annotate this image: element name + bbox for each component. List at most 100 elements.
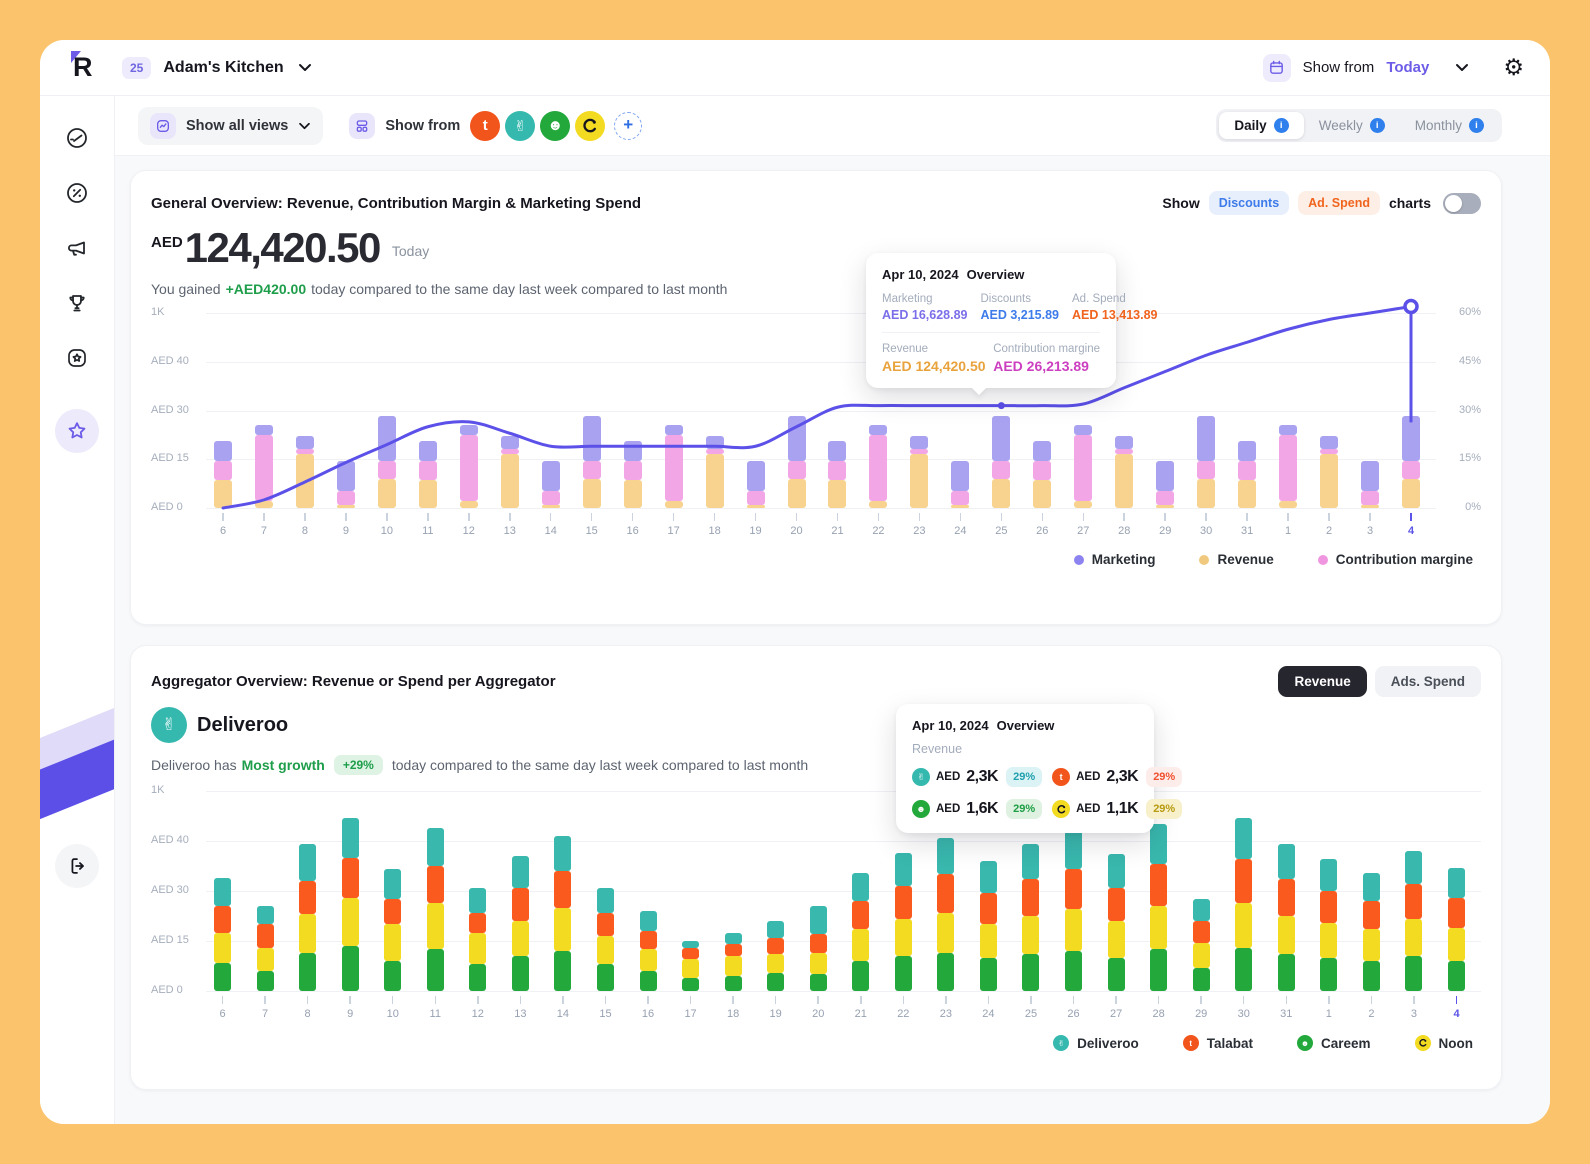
bar-stack[interactable]: [541, 461, 560, 508]
bar-stack[interactable]: [256, 906, 274, 991]
bar-stack[interactable]: [214, 441, 232, 508]
bar-stack[interactable]: [511, 856, 529, 991]
bar-stack[interactable]: [910, 435, 929, 508]
bar-stack[interactable]: [299, 844, 317, 991]
bar-segment: [511, 956, 529, 991]
bar-stack[interactable]: [705, 435, 724, 508]
bar-stack[interactable]: [746, 461, 765, 508]
bar-stack[interactable]: [639, 911, 657, 991]
bar-stack[interactable]: [418, 441, 437, 508]
bar-stack[interactable]: [869, 424, 888, 508]
show-from-range[interactable]: Today: [1386, 59, 1430, 76]
bar-stack[interactable]: [500, 435, 519, 508]
bar-stack[interactable]: [1361, 461, 1380, 508]
sidebar-item-favorites-active[interactable]: [55, 409, 99, 453]
bar-stack[interactable]: [1115, 435, 1134, 508]
bar-stack[interactable]: [664, 424, 683, 508]
bar-stack[interactable]: [459, 424, 478, 508]
logout-button[interactable]: [55, 844, 99, 888]
talabat-filter-icon[interactable]: t: [470, 110, 501, 141]
bar-stack[interactable]: [1362, 872, 1380, 991]
sidebar-item-rewards[interactable]: [65, 346, 89, 370]
sidebar-item-dashboard[interactable]: [65, 126, 89, 150]
bar-segment: [992, 479, 1011, 508]
app-logo[interactable]: R: [70, 51, 104, 81]
show-all-views-dropdown[interactable]: Show all views: [138, 106, 324, 145]
ads-spend-button[interactable]: Ads. Spend: [1374, 666, 1481, 697]
weekly-info-icon[interactable]: [1369, 118, 1385, 133]
bar-stack[interactable]: [623, 441, 642, 508]
bar-stack[interactable]: [979, 861, 997, 991]
bar-stack[interactable]: [1277, 844, 1295, 991]
charts-toggle[interactable]: [1443, 192, 1481, 214]
bar-stack[interactable]: [377, 416, 396, 508]
settings-gear-icon[interactable]: ⚙: [1503, 54, 1524, 80]
bar-stack[interactable]: [1448, 867, 1465, 991]
bar-stack[interactable]: [336, 461, 355, 508]
careem-filter-icon[interactable]: ☻: [540, 110, 571, 141]
bar-stack[interactable]: [469, 887, 487, 991]
bar-stack[interactable]: [1197, 416, 1216, 508]
views-chevron-down-icon: [299, 122, 311, 129]
discounts-pill[interactable]: Discounts: [1208, 191, 1290, 215]
bar-stack[interactable]: [828, 441, 847, 508]
bar-segment: [1065, 909, 1083, 952]
bar-stack[interactable]: [341, 817, 359, 991]
bar-stack[interactable]: [295, 435, 314, 508]
bar-stack[interactable]: [596, 887, 614, 991]
tab-monthly[interactable]: Monthly: [1400, 112, 1499, 139]
bar-stack[interactable]: [1235, 817, 1253, 991]
bar-stack[interactable]: [554, 836, 572, 991]
bar-stack[interactable]: [787, 416, 806, 508]
adspend-pill[interactable]: Ad. Spend: [1298, 191, 1380, 215]
bar-stack[interactable]: [1279, 424, 1298, 508]
bar-segment: [852, 872, 870, 902]
daily-info-icon[interactable]: [1273, 118, 1289, 133]
bar-stack[interactable]: [1192, 899, 1210, 991]
bar-stack[interactable]: [1065, 831, 1083, 991]
bar-stack[interactable]: [724, 932, 742, 991]
revenue-button[interactable]: Revenue: [1278, 666, 1367, 697]
bar-stack[interactable]: [937, 837, 955, 991]
bar-segment: [828, 441, 847, 462]
x-axis-label: 26: [1067, 1008, 1080, 1020]
bar-stack[interactable]: [254, 424, 273, 508]
bar-stack[interactable]: [1402, 416, 1420, 508]
bar-stack[interactable]: [992, 416, 1011, 508]
sidebar-item-discounts[interactable]: [65, 181, 89, 205]
bar-stack[interactable]: [951, 461, 970, 508]
bar-stack[interactable]: [1156, 461, 1175, 508]
bar-stack[interactable]: [1320, 435, 1339, 508]
range-chevron-down-icon[interactable]: [1455, 63, 1469, 72]
add-aggregator-button[interactable]: [614, 111, 643, 140]
gain-post: today compared to the same day last week…: [311, 281, 728, 297]
bar-stack[interactable]: [852, 872, 870, 991]
bar-stack[interactable]: [894, 852, 912, 991]
bar-stack[interactable]: [1033, 441, 1052, 508]
sidebar-item-marketing[interactable]: [65, 236, 89, 260]
bar-stack[interactable]: [767, 921, 785, 991]
x-tick: [1164, 513, 1166, 521]
bar-stack[interactable]: [426, 827, 444, 991]
bar-stack[interactable]: [384, 869, 402, 991]
bar-stack[interactable]: [1074, 424, 1093, 508]
deliveroo-filter-icon[interactable]: ✌: [505, 110, 536, 141]
bar-stack[interactable]: [682, 941, 700, 991]
monthly-info-icon[interactable]: [1469, 118, 1484, 133]
bar-stack[interactable]: [1238, 441, 1257, 508]
bar-stack[interactable]: [214, 877, 231, 991]
bar-stack[interactable]: [809, 906, 827, 991]
noon-filter-icon[interactable]: [575, 110, 606, 141]
bar-stack[interactable]: [1150, 824, 1168, 991]
restaurant-chevron-down-icon[interactable]: [298, 63, 312, 72]
bar-stack[interactable]: [1107, 854, 1125, 991]
bar-stack[interactable]: [582, 416, 601, 508]
aggregator-overview-card: Aggregator Overview: Revenue or Spend pe…: [130, 645, 1502, 1090]
bar-stack[interactable]: [1405, 851, 1423, 991]
tab-weekly[interactable]: Weekly: [1304, 112, 1400, 139]
bar-stack[interactable]: [1320, 859, 1338, 991]
x-axis-label: 13: [514, 1008, 527, 1020]
tab-daily[interactable]: Daily: [1219, 112, 1304, 139]
bar-stack[interactable]: [1022, 844, 1040, 991]
sidebar-item-achievements[interactable]: [65, 291, 89, 315]
